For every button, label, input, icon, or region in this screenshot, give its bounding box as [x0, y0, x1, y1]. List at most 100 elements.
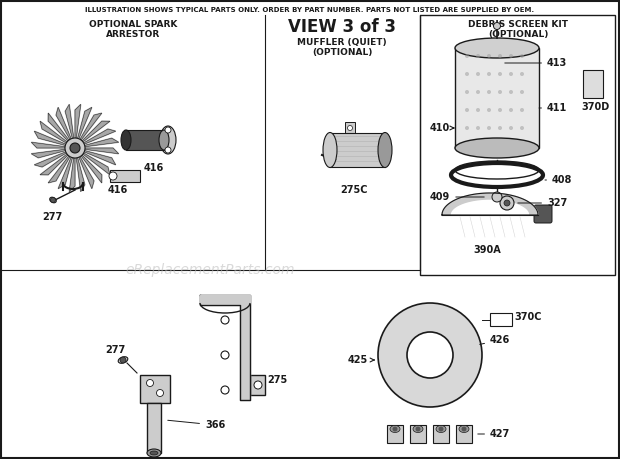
Polygon shape	[40, 121, 67, 143]
Circle shape	[415, 426, 420, 431]
Ellipse shape	[118, 357, 128, 363]
Circle shape	[221, 351, 229, 359]
Ellipse shape	[159, 130, 169, 150]
Circle shape	[465, 126, 469, 130]
Circle shape	[509, 90, 513, 94]
Polygon shape	[65, 104, 74, 138]
Circle shape	[520, 108, 524, 112]
Polygon shape	[32, 149, 65, 158]
Polygon shape	[56, 107, 71, 140]
Text: 370C: 370C	[514, 312, 541, 322]
Circle shape	[476, 72, 480, 76]
Circle shape	[498, 108, 502, 112]
Circle shape	[146, 380, 154, 386]
Circle shape	[520, 90, 524, 94]
Text: 410: 410	[430, 123, 454, 133]
Polygon shape	[79, 157, 94, 189]
Bar	[110, 170, 140, 182]
Circle shape	[221, 316, 229, 324]
Circle shape	[109, 172, 117, 180]
Polygon shape	[34, 131, 66, 146]
Ellipse shape	[150, 451, 158, 455]
Text: 408: 408	[545, 175, 572, 185]
Circle shape	[487, 126, 491, 130]
Ellipse shape	[455, 38, 539, 58]
Polygon shape	[442, 193, 538, 215]
Circle shape	[520, 72, 524, 76]
Polygon shape	[40, 154, 68, 175]
Text: DEBRIS SCREEN KIT
(OPTIONAL): DEBRIS SCREEN KIT (OPTIONAL)	[468, 20, 568, 39]
Circle shape	[465, 54, 469, 58]
Polygon shape	[200, 295, 250, 400]
Bar	[410, 425, 426, 443]
Circle shape	[520, 54, 524, 58]
Text: 277: 277	[105, 345, 125, 355]
Text: 426: 426	[480, 335, 510, 345]
Circle shape	[70, 143, 80, 153]
Text: 370D: 370D	[582, 102, 610, 112]
Polygon shape	[84, 151, 116, 165]
Bar	[140, 375, 170, 403]
Circle shape	[498, 72, 502, 76]
Ellipse shape	[390, 425, 400, 432]
Bar	[455, 48, 539, 148]
Bar	[126, 130, 164, 150]
Circle shape	[509, 72, 513, 76]
Circle shape	[492, 192, 502, 202]
Polygon shape	[78, 107, 92, 139]
Ellipse shape	[378, 133, 392, 168]
Circle shape	[465, 108, 469, 112]
Polygon shape	[69, 158, 75, 191]
Polygon shape	[58, 157, 73, 189]
Circle shape	[487, 72, 491, 76]
Ellipse shape	[413, 425, 423, 432]
Circle shape	[65, 138, 85, 158]
Text: OPTIONAL: OPTIONAL	[402, 457, 458, 459]
Ellipse shape	[121, 130, 131, 150]
Text: 275C: 275C	[340, 185, 368, 195]
Circle shape	[494, 22, 500, 29]
Circle shape	[347, 125, 353, 130]
Circle shape	[498, 90, 502, 94]
Text: OPTIONAL SPARK
ARRESTOR: OPTIONAL SPARK ARRESTOR	[89, 20, 177, 39]
Bar	[147, 403, 161, 453]
Text: 425: 425	[348, 355, 374, 365]
Text: 327: 327	[518, 198, 567, 208]
FancyBboxPatch shape	[534, 205, 552, 223]
Text: 409: 409	[430, 192, 484, 202]
Circle shape	[520, 126, 524, 130]
Circle shape	[221, 386, 229, 394]
Polygon shape	[82, 121, 110, 142]
Circle shape	[476, 54, 480, 58]
Text: VIEW 3 of 3: VIEW 3 of 3	[288, 18, 396, 36]
Ellipse shape	[436, 425, 446, 432]
Polygon shape	[200, 295, 250, 303]
Circle shape	[487, 90, 491, 94]
Ellipse shape	[50, 197, 56, 203]
Text: 427: 427	[478, 429, 510, 439]
Text: eReplacementParts.com: eReplacementParts.com	[125, 263, 294, 277]
Circle shape	[498, 126, 502, 130]
Text: 366: 366	[168, 420, 225, 430]
Text: ILLUSTRATION SHOWS TYPICAL PARTS ONLY. ORDER BY PART NUMBER. PARTS NOT LISTED AR: ILLUSTRATION SHOWS TYPICAL PARTS ONLY. O…	[86, 7, 534, 13]
Text: 275: 275	[267, 375, 287, 385]
Polygon shape	[85, 148, 118, 154]
Bar	[345, 122, 355, 135]
Polygon shape	[85, 138, 118, 147]
Text: 413: 413	[505, 58, 567, 68]
Circle shape	[476, 126, 480, 130]
Circle shape	[465, 72, 469, 76]
Bar	[250, 375, 265, 395]
Text: 277: 277	[42, 212, 62, 222]
Circle shape	[509, 126, 513, 130]
Polygon shape	[81, 155, 102, 183]
Bar	[387, 425, 403, 443]
Circle shape	[487, 54, 491, 58]
Text: MUFFLER (QUIET)
(OPTIONAL): MUFFLER (QUIET) (OPTIONAL)	[297, 38, 387, 57]
Bar	[490, 313, 512, 326]
FancyBboxPatch shape	[583, 70, 603, 98]
Circle shape	[465, 90, 469, 94]
Ellipse shape	[160, 126, 176, 154]
Bar	[330, 133, 385, 167]
Ellipse shape	[455, 138, 539, 158]
